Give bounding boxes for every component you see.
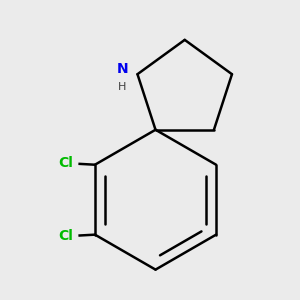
Text: Cl: Cl <box>58 156 73 170</box>
Text: Cl: Cl <box>58 230 73 244</box>
Text: N: N <box>117 62 128 76</box>
Text: H: H <box>118 82 126 92</box>
